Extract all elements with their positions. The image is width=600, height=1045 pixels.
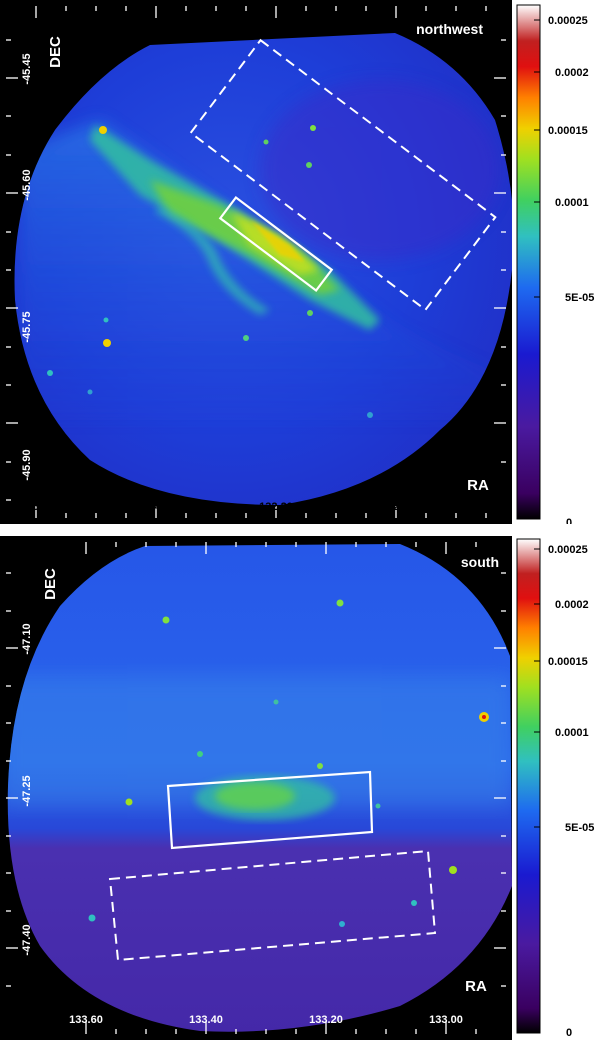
colorbar-tick-label: 0.0001	[555, 197, 589, 209]
point-source	[273, 699, 279, 705]
background-region-box	[108, 849, 437, 962]
region-label: south	[461, 554, 499, 570]
colorbar-tick-label: 0.0001	[555, 727, 589, 739]
point-source	[367, 412, 373, 418]
dec-tick-label: -45.75	[21, 311, 33, 342]
point-source	[103, 317, 109, 323]
south-image-figure: south DEC RA -47.10 -47.25 -47.40 133.60…	[0, 536, 594, 1040]
point-source	[411, 900, 417, 906]
dec-tick-label: -47.25	[21, 775, 33, 806]
northwest-image-figure: northwest DEC RA -45.45 -45.60 -45.75 -4…	[0, 0, 594, 529]
colorbar-tick-label: 0.0002	[555, 67, 589, 79]
point-source	[336, 599, 344, 607]
colorbar-tick-label: 0.00025	[548, 544, 588, 556]
colorbar-tick-label: 0.0002	[555, 599, 589, 611]
point-source	[317, 763, 323, 769]
colorbar	[516, 4, 541, 520]
ra-tick-label: 133.40	[189, 1014, 223, 1026]
colorbar	[516, 538, 541, 1034]
dec-tick-label: -47.40	[21, 924, 33, 955]
point-source	[375, 803, 381, 809]
point-source	[339, 921, 345, 927]
dec-tick-label: -47.10	[21, 623, 33, 654]
ra-tick-label: 132.60	[11, 501, 45, 513]
point-source	[243, 335, 249, 341]
point-source	[125, 798, 133, 806]
point-source	[47, 370, 53, 376]
point-source	[99, 126, 107, 134]
frame-ticks	[6, 542, 506, 1034]
colorbar-tick-label: 0.00015	[548, 125, 588, 137]
dec-tick-label: -45.90	[21, 449, 33, 480]
point-source	[449, 866, 457, 874]
point-source	[103, 339, 111, 347]
point-source	[197, 751, 203, 757]
ra-tick-label: 132.40	[133, 501, 167, 513]
field-of-view-disk	[7, 544, 512, 1032]
colorbar-ticks	[534, 548, 540, 1034]
ra-tick-label: 133.60	[69, 1014, 103, 1026]
colorbar-tick-label: 0.00015	[548, 656, 588, 668]
colorbar-tick-label: 0.00025	[548, 15, 588, 27]
point-source	[263, 139, 269, 145]
point-source	[307, 310, 313, 316]
point-source	[310, 125, 316, 131]
dec-tick-label: -45.45	[21, 53, 33, 84]
dec-axis-label: DEC	[42, 568, 59, 600]
dec-axis-label: DEC	[47, 36, 64, 68]
ra-tick-label: 133.00	[429, 1014, 463, 1026]
south-panel: south DEC RA -47.10 -47.25 -47.40 133.60…	[0, 536, 600, 1040]
colorbar-tick-label: 5E-05	[565, 292, 594, 304]
ra-axis-label: RA	[467, 477, 489, 494]
point-source	[88, 914, 96, 922]
northwest-panel: northwest DEC RA -45.45 -45.60 -45.75 -4…	[0, 0, 594, 529]
dec-tick-label: -45.60	[21, 169, 33, 200]
colorbar-tick-label: 0	[566, 1027, 572, 1039]
frame-ticks	[6, 6, 506, 518]
point-source	[162, 616, 170, 624]
source-region-box	[166, 770, 374, 850]
colorbar-tick-label: 5E-05	[565, 822, 594, 834]
colorbar-ticks	[534, 19, 540, 520]
point-source	[306, 162, 312, 168]
point-source	[87, 389, 93, 395]
region-label: northwest	[416, 21, 483, 37]
ra-axis-label: RA	[465, 978, 487, 995]
ra-tick-label: 133.20	[309, 1014, 343, 1026]
colorbar-tick-label: 0	[566, 517, 572, 524]
source-region-box	[218, 195, 334, 293]
ra-tick-label: 132.20	[259, 501, 293, 513]
ra-tick-label: 132.00	[381, 501, 415, 513]
